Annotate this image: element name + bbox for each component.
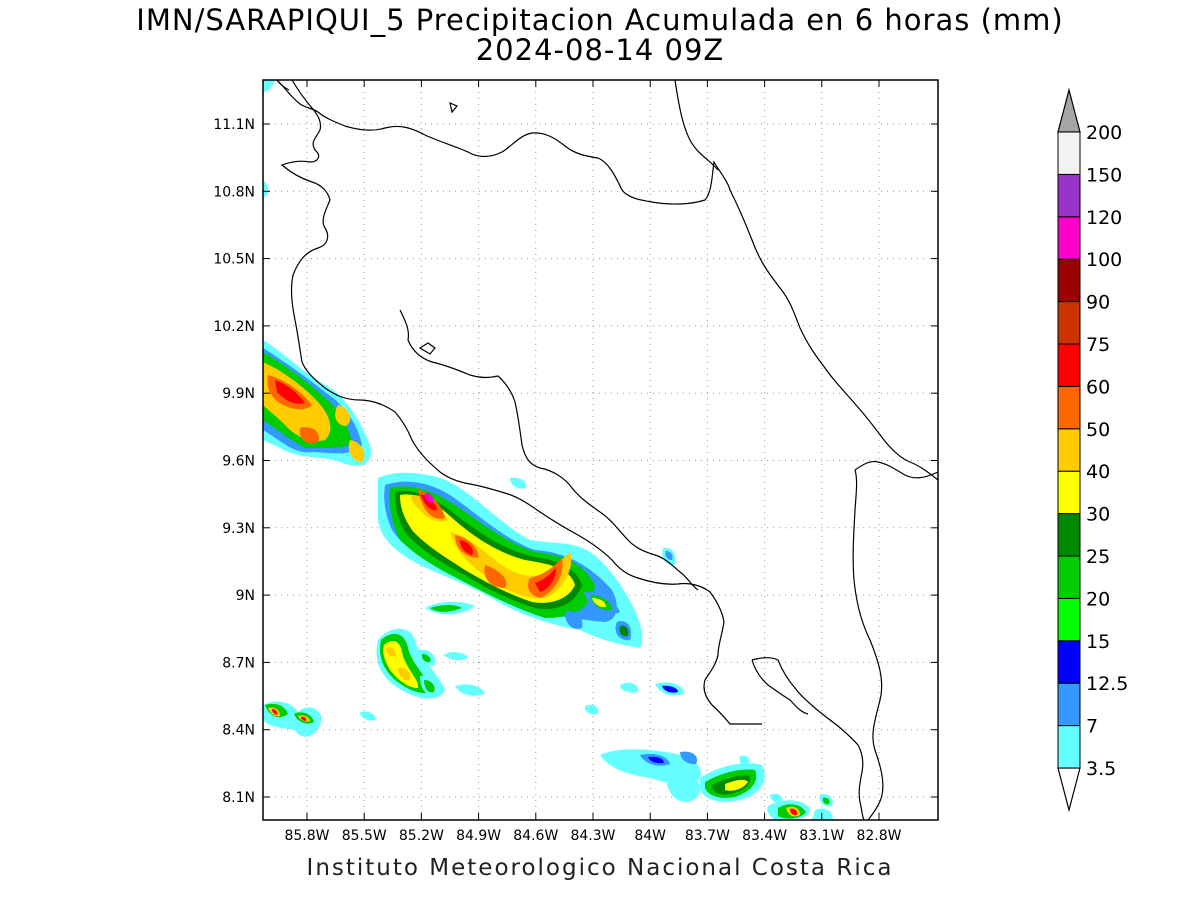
latitude-axis: 11.1N 10.8N 10.5N 10.2N 9.9N 9.6N 9.3N 9N 8.7N 8.… [213,117,938,806]
colorbar-swatch [1057,513,1081,557]
colorbar-label: 20 [1086,588,1110,610]
lat-tick-label: 11.1N [213,117,255,133]
lat-tick-label: 10.8N [213,184,255,200]
colorbar-swatch [1057,216,1081,260]
colorbar-swatch [1057,428,1081,472]
lon-tick-label: 83.1W [799,828,844,844]
footer-credit: Instituto Meteorologico Nacional Costa R… [306,855,894,881]
colorbar-swatch [1057,682,1081,727]
lon-tick-label: 83.7W [685,828,730,844]
colorbar-swatch [1057,301,1081,345]
colorbar-label: 15 [1086,631,1110,653]
colorbar-label: 100 [1086,249,1122,271]
lat-tick-label: 9.9N [222,386,255,402]
coastlines [276,80,938,820]
colorbar-label: 120 [1086,207,1122,229]
lat-tick-label: 9.3N [222,521,255,537]
colorbar-swatch [1057,470,1081,515]
lon-tick-label: 85.8W [284,828,329,844]
colorbar-swatch [1057,258,1081,303]
colorbar: 3.5 7 12.5 15 20 25 30 40 50 60 75 90 100 120 150 200 [1057,87,1128,813]
lon-tick-label: 83.4W [742,828,787,844]
lat-tick-label: 10.5N [213,252,255,268]
colorbar-label: 75 [1086,334,1110,356]
colorbar-swatch [1057,173,1081,218]
lat-tick-label: 9N [236,588,255,604]
colorbar-swatch [1057,725,1081,769]
lat-tick-label: 8.1N [222,790,255,806]
colorbar-label: 3.5 [1086,758,1116,780]
map-frame [262,79,939,821]
colorbar-label: 60 [1086,376,1110,398]
colorbar-label: 90 [1086,292,1110,314]
colorbar-below-triangle [1057,767,1081,813]
map-datetime: 2024-08-14 09Z [475,33,725,67]
colorbar-swatch [1057,385,1081,430]
colorbar-label: 200 [1086,122,1122,144]
colorbar-label: 25 [1086,546,1110,568]
lon-tick-label: 84.3W [570,828,615,844]
lat-tick-label: 9.6N [222,454,255,470]
colorbar-label: 50 [1086,419,1110,441]
precipitation-field [263,80,833,820]
lon-tick-label: 85.2W [399,828,444,844]
lat-tick-label: 8.4N [222,723,255,739]
colorbar-swatch [1057,597,1081,642]
colorbar-label: 12.5 [1086,673,1128,695]
colorbar-label: 150 [1086,164,1122,186]
lon-tick-label: 82.8W [856,828,901,844]
colorbar-swatch [1057,640,1081,684]
colorbar-label: 7 [1086,716,1098,738]
lon-tick-label: 84W [634,828,666,844]
lon-tick-label: 85.5W [342,828,387,844]
colorbar-above-triangle [1057,87,1081,133]
lat-tick-label: 10.2N [213,319,255,335]
colorbar-swatch [1057,343,1081,387]
colorbar-label: 30 [1086,504,1110,526]
longitude-axis: 85.8W 85.5W 85.2W 84.9W 84.6W 84.3W 84W 83.7W 83… [284,80,902,844]
colorbar-swatch [1057,131,1081,175]
lat-tick-label: 8.7N [222,655,255,671]
lon-tick-label: 84.9W [456,828,501,844]
map-title: IMN/SARAPIQUI_5 Precipitacion Acumulada … [136,3,1064,37]
colorbar-label: 40 [1086,461,1110,483]
lon-tick-label: 84.6W [513,828,558,844]
colorbar-swatch [1057,555,1081,599]
